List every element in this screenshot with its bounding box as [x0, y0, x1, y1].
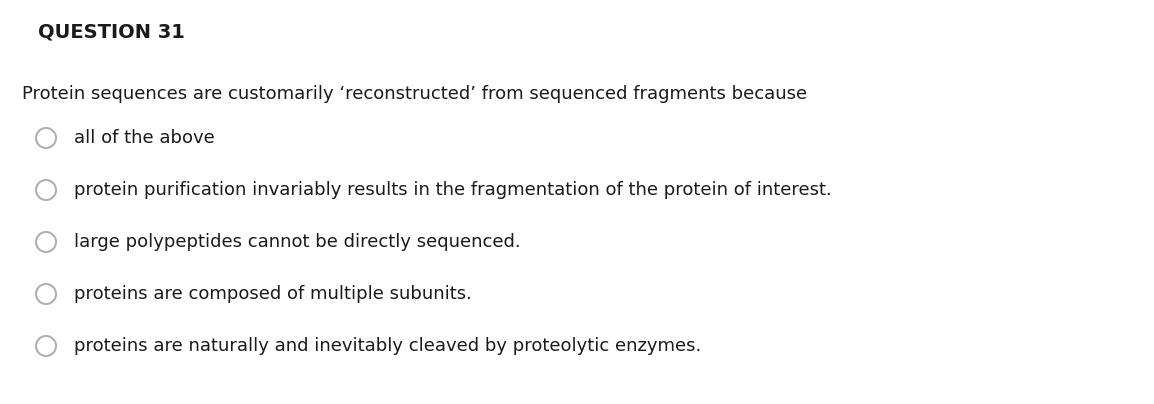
Text: all of the above: all of the above: [74, 129, 215, 147]
Text: Protein sequences are customarily ‘reconstructed’ from sequenced fragments becau: Protein sequences are customarily ‘recon…: [22, 85, 807, 103]
Text: proteins are naturally and inevitably cleaved by proteolytic enzymes.: proteins are naturally and inevitably cl…: [74, 337, 702, 355]
Text: QUESTION 31: QUESTION 31: [38, 22, 185, 41]
Text: protein purification invariably results in the fragmentation of the protein of i: protein purification invariably results …: [74, 181, 832, 199]
Text: proteins are composed of multiple subunits.: proteins are composed of multiple subuni…: [74, 285, 472, 303]
Text: large polypeptides cannot be directly sequenced.: large polypeptides cannot be directly se…: [74, 233, 520, 251]
